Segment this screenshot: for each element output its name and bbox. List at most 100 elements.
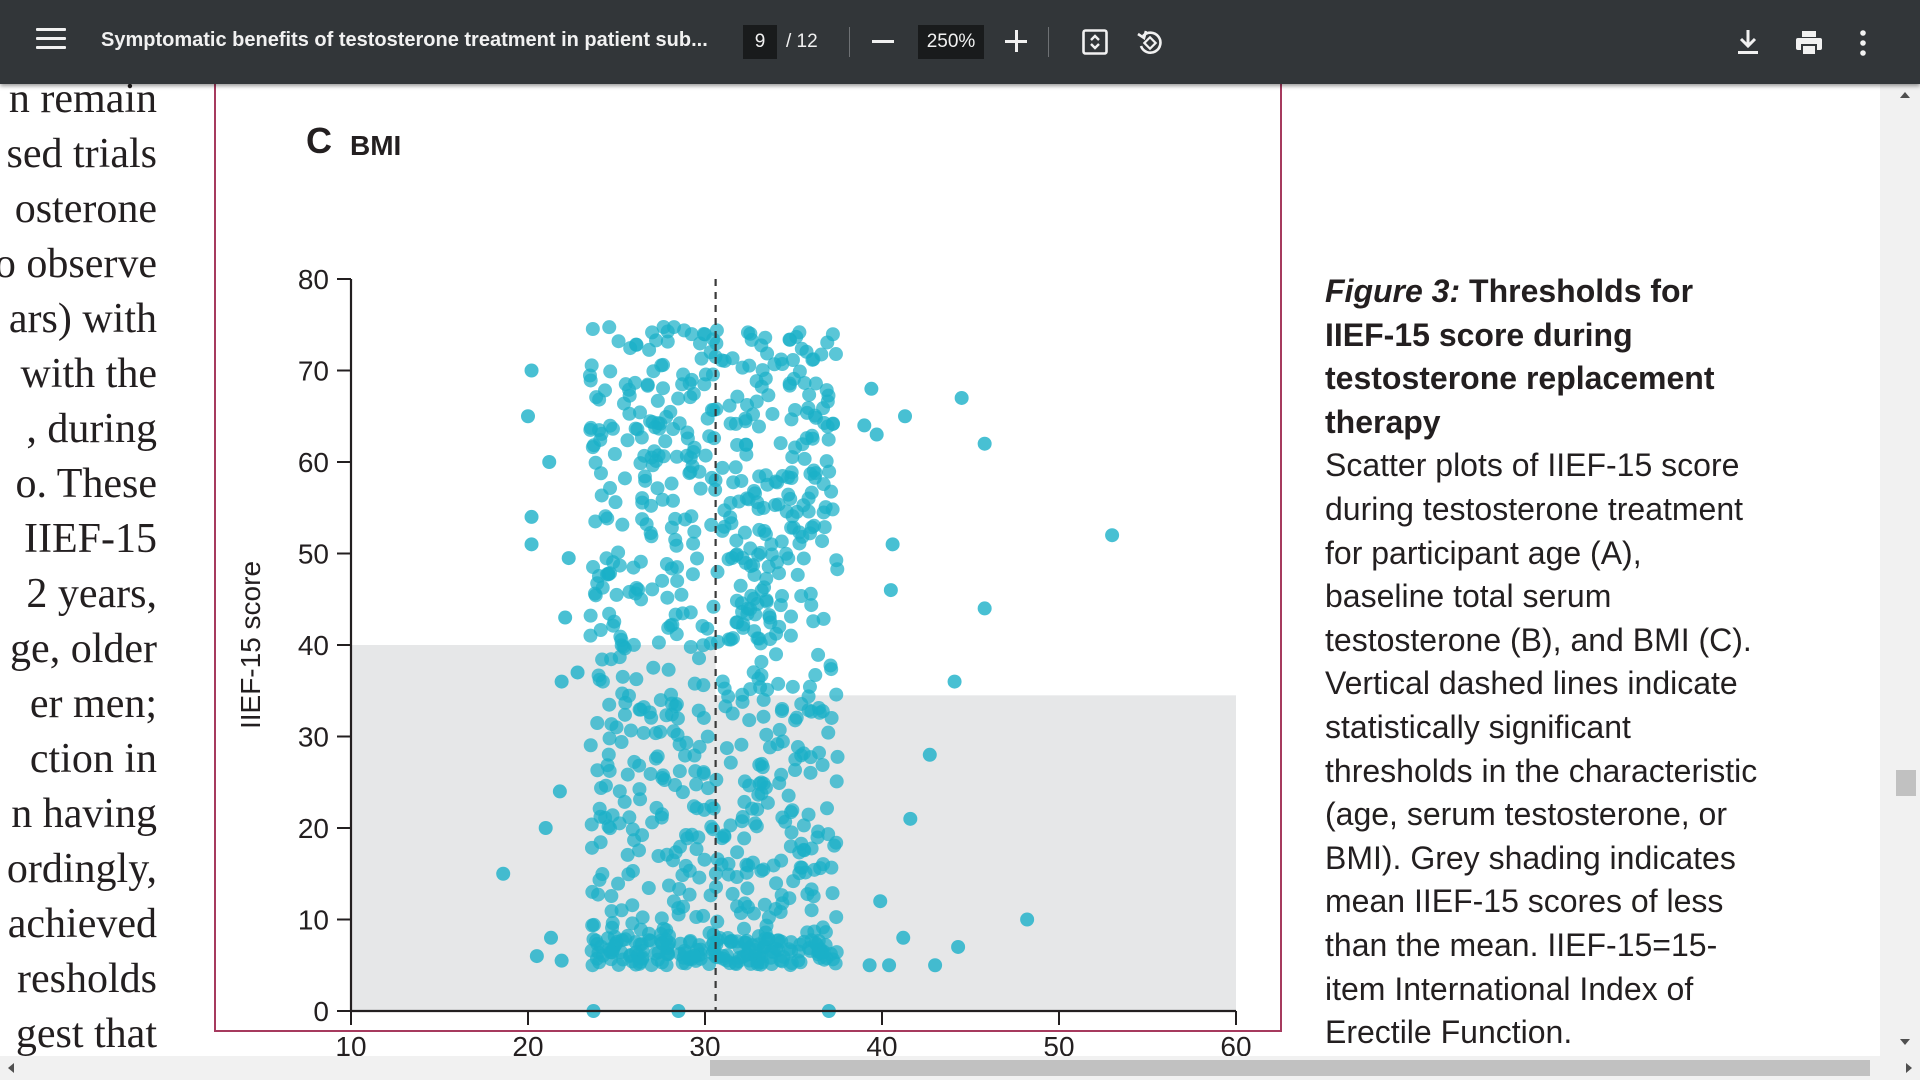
- data-point: [770, 555, 785, 570]
- data-point: [721, 867, 736, 882]
- data-point: [1105, 528, 1120, 543]
- data-point: [896, 930, 911, 945]
- data-point: [806, 889, 821, 904]
- download-icon[interactable]: [1736, 28, 1760, 56]
- data-point: [796, 551, 811, 566]
- data-point: [622, 382, 637, 397]
- scatter-chart: 01020304050607080102030405060BMI, kg/m²I…: [235, 264, 1252, 1056]
- data-point: [620, 433, 635, 448]
- data-point: [757, 897, 772, 912]
- data-point: [829, 910, 844, 925]
- data-point: [648, 726, 663, 741]
- document-viewport[interactable]: n remain sed trials osterone o observe ars) …: [0, 84, 1880, 1056]
- data-point: [759, 727, 774, 742]
- data-point: [746, 557, 761, 572]
- data-point: [742, 713, 757, 728]
- data-point: [829, 687, 844, 702]
- data-point: [739, 447, 754, 462]
- data-point: [521, 409, 535, 424]
- data-point: [661, 662, 676, 677]
- scroll-right-icon[interactable]: [1906, 1063, 1912, 1073]
- data-point: [676, 950, 691, 965]
- more-options-icon[interactable]: [1860, 30, 1866, 56]
- data-point: [898, 409, 913, 424]
- data-point: [828, 347, 843, 362]
- data-point: [749, 374, 764, 389]
- data-point: [666, 894, 681, 909]
- horizontal-scroll-thumb[interactable]: [710, 1060, 1870, 1076]
- data-point: [598, 778, 613, 793]
- data-point: [785, 679, 800, 694]
- data-point: [775, 810, 790, 825]
- data-point: [734, 814, 749, 829]
- data-point: [743, 541, 758, 556]
- data-point: [558, 610, 573, 625]
- print-icon[interactable]: [1795, 30, 1823, 56]
- data-point: [666, 724, 681, 739]
- data-point: [771, 933, 786, 948]
- data-point: [793, 860, 808, 875]
- data-point: [664, 520, 679, 535]
- data-point: [591, 668, 606, 683]
- data-point: [625, 863, 640, 878]
- data-point: [669, 538, 684, 553]
- scroll-left-icon[interactable]: [8, 1063, 14, 1073]
- zoom-out-icon[interactable]: [872, 40, 894, 43]
- vertical-scrollbar[interactable]: [1880, 84, 1920, 1056]
- data-point: [602, 606, 617, 621]
- rotate-icon[interactable]: [1135, 28, 1165, 58]
- data-point: [815, 758, 830, 773]
- zoom-level-input[interactable]: 250%: [918, 25, 984, 59]
- data-point: [782, 376, 797, 391]
- y-tick-label: 10: [298, 905, 329, 936]
- page-number-input[interactable]: 9: [743, 25, 777, 59]
- data-point: [771, 676, 786, 691]
- data-point: [674, 587, 689, 602]
- data-point: [808, 936, 823, 951]
- data-point: [811, 701, 826, 716]
- vertical-scroll-thumb[interactable]: [1896, 770, 1916, 796]
- data-point: [650, 393, 665, 408]
- scroll-up-icon[interactable]: [1900, 92, 1910, 98]
- pdf-page: n remain sed trials osterone o observe ars) …: [0, 84, 1880, 1056]
- x-tick-label: 40: [866, 1031, 897, 1056]
- data-point: [783, 628, 798, 643]
- body-text-line: o. These: [15, 461, 157, 507]
- scroll-down-icon[interactable]: [1900, 1039, 1910, 1045]
- data-point: [817, 520, 832, 535]
- data-point: [829, 774, 844, 789]
- data-point: [599, 551, 614, 566]
- data-point: [825, 886, 840, 901]
- data-point: [593, 622, 608, 637]
- data-point: [697, 852, 712, 867]
- horizontal-scrollbar[interactable]: [0, 1056, 1920, 1080]
- data-point: [723, 632, 738, 647]
- body-text-line: with the: [20, 351, 157, 397]
- data-point: [784, 609, 799, 624]
- menu-icon[interactable]: [36, 28, 66, 56]
- body-text-line: resholds: [17, 956, 157, 1002]
- data-point: [811, 647, 826, 662]
- data-point: [696, 908, 711, 923]
- data-point: [651, 849, 666, 864]
- data-point: [682, 887, 697, 902]
- data-point: [765, 406, 780, 421]
- data-point: [775, 589, 790, 604]
- data-point: [736, 921, 751, 936]
- fit-page-icon[interactable]: [1082, 29, 1108, 55]
- data-point: [603, 566, 618, 581]
- data-point: [640, 378, 655, 393]
- data-point: [772, 776, 787, 791]
- x-tick-label: 50: [1043, 1031, 1074, 1056]
- data-point: [670, 711, 685, 726]
- data-point: [689, 801, 704, 816]
- data-point: [586, 560, 601, 575]
- body-text-line: gest that: [15, 1011, 157, 1056]
- data-point: [589, 390, 604, 405]
- data-point: [584, 817, 599, 832]
- zoom-in-icon[interactable]: [1005, 30, 1027, 52]
- data-point: [695, 618, 710, 633]
- caption-label: Figure 3:: [1325, 273, 1461, 309]
- data-point: [790, 567, 805, 582]
- data-point: [790, 740, 805, 755]
